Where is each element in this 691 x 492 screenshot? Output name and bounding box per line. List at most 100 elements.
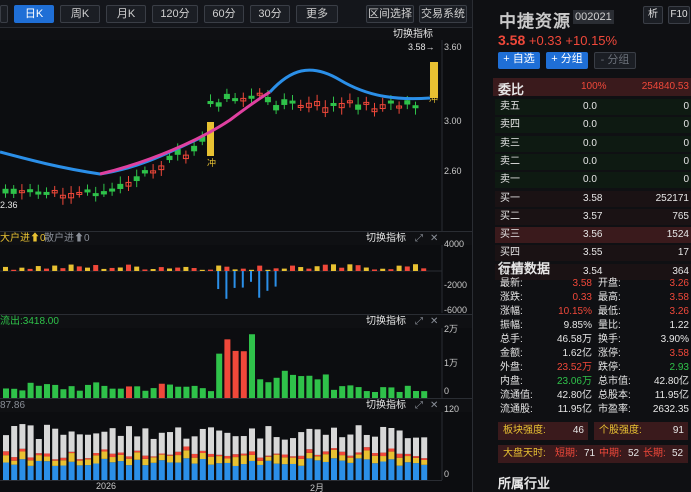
main-chart-header: 切换指标	[0, 27, 472, 40]
expand-icon[interactable]: ⤢	[415, 316, 423, 327]
expand-icon[interactable]: ⤢	[415, 400, 423, 411]
stack-red	[199, 450, 206, 453]
tab-monthly-k[interactable]: 月K	[106, 5, 146, 23]
trade-system-button[interactable]: 交易系统	[419, 5, 467, 23]
stack-red	[158, 453, 165, 455]
stack-red	[109, 453, 116, 458]
order-book-row[interactable]: 卖五 0.0 0	[495, 99, 691, 115]
stack-red	[117, 452, 124, 455]
stack-blue	[298, 465, 305, 480]
panel4-switch-button[interactable]: 切换指标	[366, 400, 406, 411]
flow-bar	[44, 268, 49, 271]
tab-more[interactable]: 更多	[296, 5, 338, 23]
volume-bar	[208, 391, 214, 398]
tab-120min[interactable]: 120分	[152, 5, 198, 23]
quote-row: 最新: 3.58 开盘: 3.26	[495, 277, 691, 291]
stack-white	[175, 427, 182, 452]
order-level-price: 0.0	[583, 137, 597, 149]
quote-value: 11.95亿	[654, 390, 689, 401]
order-book-row[interactable]: 买二 3.57 765	[495, 208, 691, 225]
panel2-switch-button[interactable]: 切换指标	[366, 233, 406, 244]
order-book-row[interactable]: 买三 3.56 1524	[495, 227, 691, 244]
quote-side-panel: 中捷资源 002021 析 F10 3.58 +0.33 +10.15% + 自…	[472, 0, 691, 492]
stack-yellow	[355, 454, 362, 459]
flow-bar	[52, 265, 58, 271]
stack-blue	[290, 463, 296, 480]
stack-red	[216, 454, 223, 457]
stack-red	[35, 453, 42, 456]
stack-blue	[388, 459, 395, 480]
analysis-button[interactable]: 析	[643, 6, 663, 24]
sector-strength-value: 46	[572, 425, 584, 436]
close-icon[interactable]: ✕	[430, 233, 439, 244]
stack-yellow	[101, 451, 108, 459]
panel2-chart	[0, 245, 443, 313]
stack-white	[208, 427, 214, 454]
stack-white	[167, 432, 173, 455]
range-select-button[interactable]: 区间选择	[366, 5, 414, 23]
order-book-row[interactable]: 买四 3.55 17	[495, 245, 691, 262]
stack-red	[322, 451, 329, 455]
volume-bar	[404, 385, 411, 398]
candlestick-chart[interactable]	[0, 40, 472, 242]
volume-bar	[331, 389, 337, 398]
volume-bar	[68, 386, 75, 398]
quote-row: 总手: 46.58万 换手: 3.90%	[495, 333, 691, 347]
order-book-row[interactable]: 卖一 0.0 0	[495, 172, 691, 189]
stack-blue	[68, 461, 75, 480]
stack-yellow	[396, 457, 403, 466]
candle-body	[314, 101, 321, 107]
stack-red	[85, 458, 91, 460]
tab-weekly-k[interactable]: 周K	[60, 5, 100, 23]
stack-white	[126, 426, 132, 457]
volume-bar	[134, 386, 141, 398]
stack-yellow	[347, 457, 354, 463]
flow-bar	[290, 265, 295, 271]
close-icon[interactable]: ✕	[430, 316, 439, 327]
order-book-row[interactable]: 买五 3.54 364	[495, 263, 691, 280]
order-book-row[interactable]: 卖二 0.0 0	[495, 153, 691, 170]
remove-group-button[interactable]: - 分组	[594, 52, 636, 69]
candle-body	[256, 92, 263, 96]
candle-body	[264, 96, 271, 103]
flow-bar	[249, 269, 254, 271]
switch-indicator-button[interactable]: 切换指标	[393, 29, 433, 40]
order-book-row[interactable]: 卖三 0.0 0	[495, 135, 691, 152]
candle-body	[109, 188, 116, 192]
stack-blue	[93, 463, 100, 480]
stack-blue	[347, 462, 354, 480]
expand-icon[interactable]: ⤢	[415, 233, 423, 244]
flow-bar	[396, 265, 402, 271]
stack-blue	[355, 458, 362, 480]
order-book-row[interactable]: 卖四 0.0 0	[495, 117, 691, 134]
stack-red	[175, 451, 182, 456]
stack-blue	[363, 459, 370, 480]
mid-term-label: 中期:	[599, 448, 622, 459]
close-icon[interactable]: ✕	[430, 400, 439, 411]
stack-yellow	[52, 460, 59, 466]
stack-white	[101, 431, 108, 450]
tab-intraday-partial[interactable]	[0, 5, 8, 23]
stack-red	[27, 457, 34, 461]
order-book-row[interactable]: 买一 3.58 252171	[495, 190, 691, 207]
panel3-switch-button[interactable]: 切换指标	[366, 316, 406, 327]
order-level-label: 买三	[500, 229, 520, 241]
stack-yellow	[208, 456, 214, 465]
tab-daily-k[interactable]: 日K	[14, 5, 54, 23]
stock-strength-value: 91	[672, 425, 684, 436]
stack-white	[27, 425, 34, 458]
stack-red	[240, 453, 247, 456]
stock-name: 中捷资源	[499, 12, 571, 31]
f10-button[interactable]: F10	[668, 6, 690, 24]
flow-bar	[339, 267, 345, 271]
tab-30min[interactable]: 30分	[250, 5, 290, 23]
candle-body	[338, 103, 345, 109]
flow-bar	[216, 265, 222, 271]
tab-60min[interactable]: 60分	[204, 5, 244, 23]
stack-yellow	[3, 455, 9, 463]
quote-label: 总手:	[500, 334, 523, 345]
volume-bar	[298, 376, 305, 398]
add-watchlist-button[interactable]: + 自选	[498, 52, 540, 69]
order-level-price: 0.0	[583, 119, 597, 131]
add-group-button[interactable]: + 分组	[546, 52, 588, 69]
